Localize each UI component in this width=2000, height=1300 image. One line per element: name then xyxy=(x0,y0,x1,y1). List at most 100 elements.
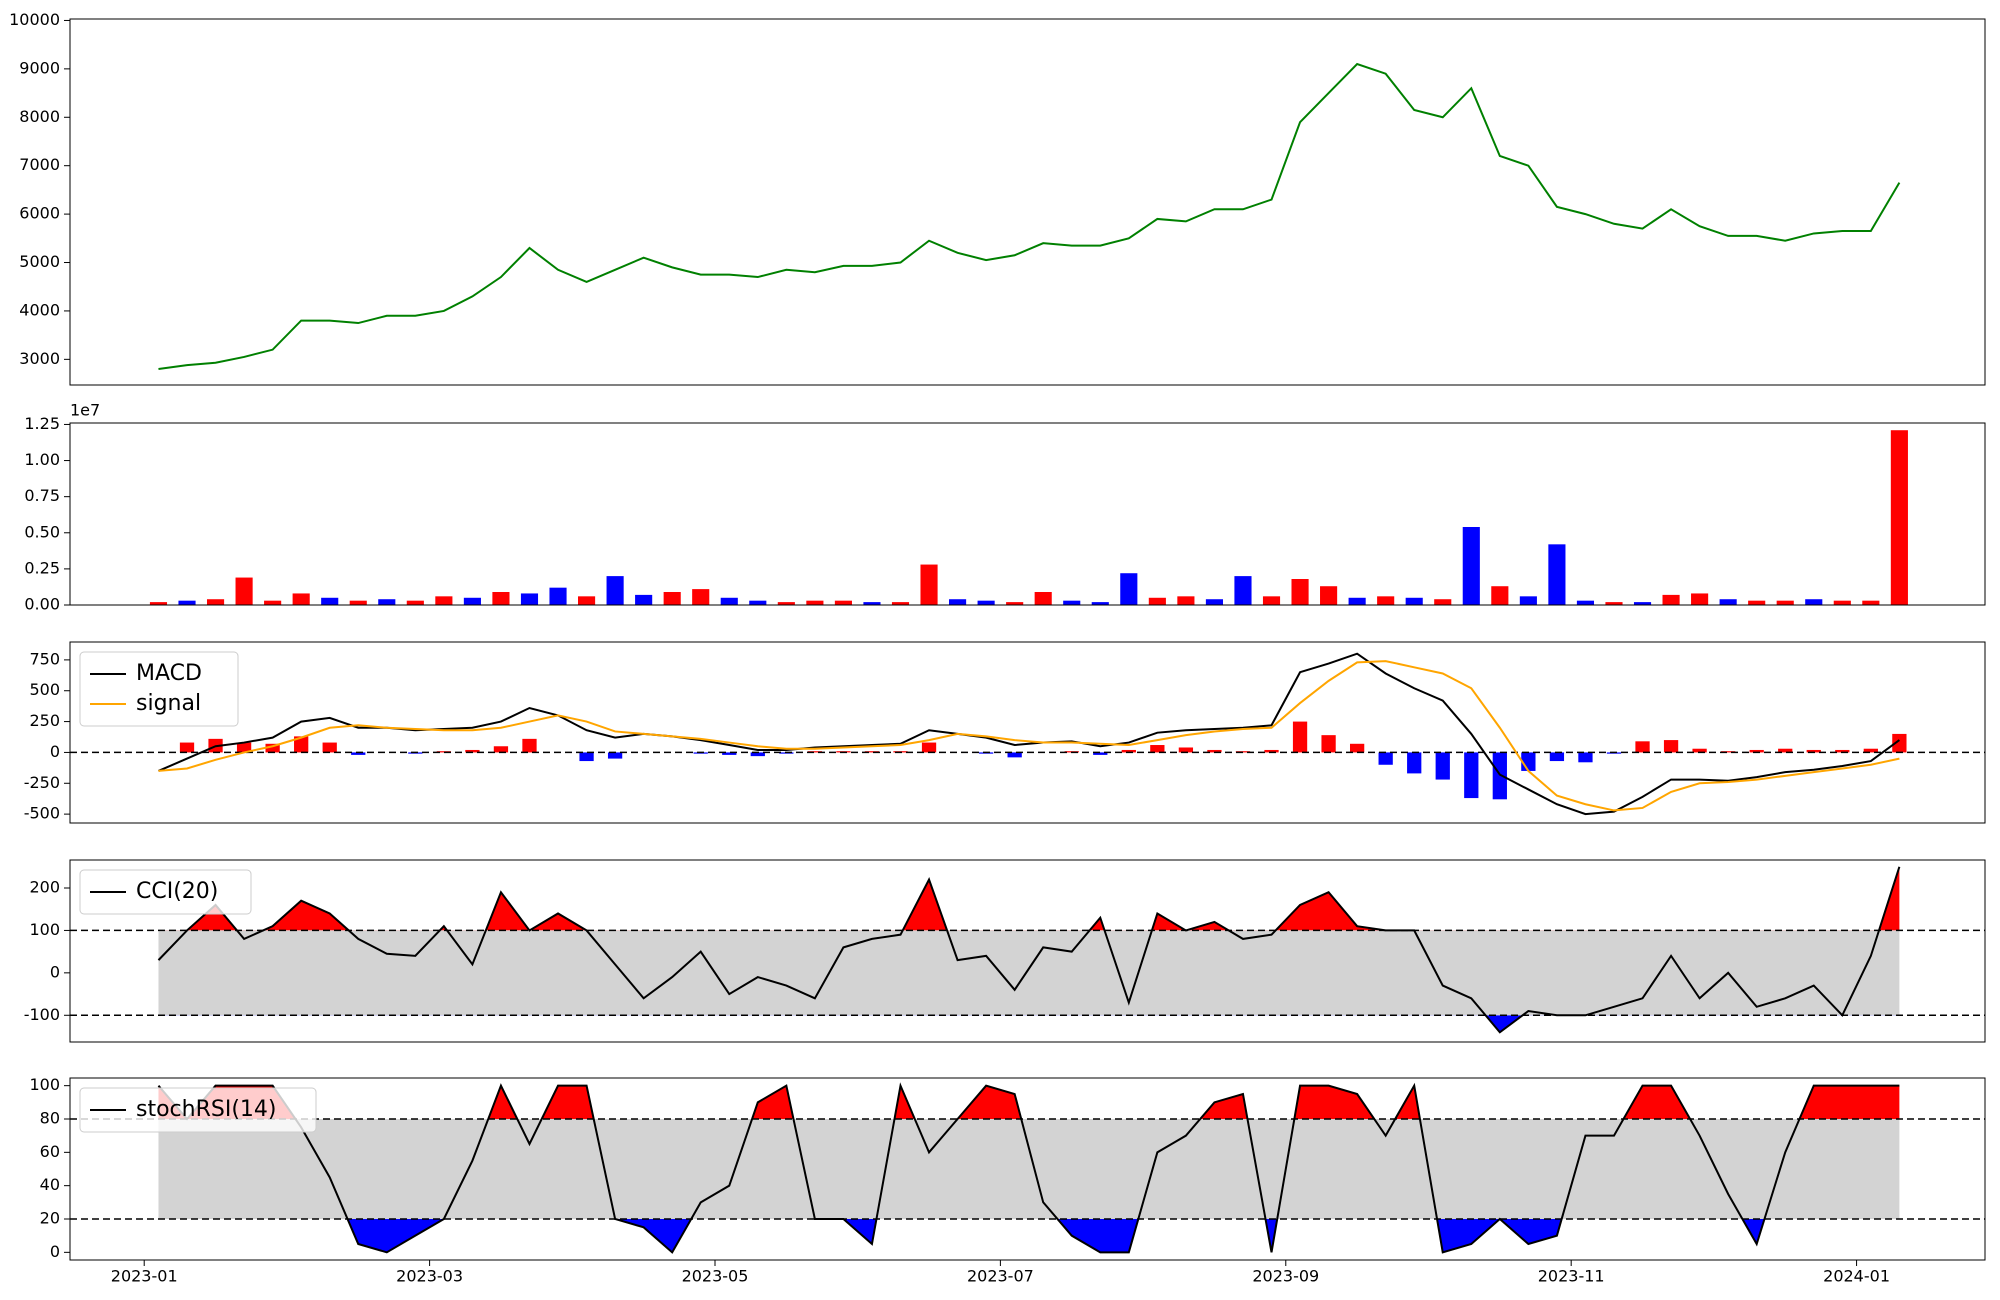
y-tick-label: -250 xyxy=(24,773,60,792)
histogram-bar xyxy=(1492,752,1507,800)
histogram-bar xyxy=(607,752,623,759)
y-tick-label: 6000 xyxy=(19,204,60,223)
volume-bar xyxy=(321,597,339,605)
y-tick-label: 1.25 xyxy=(24,414,60,433)
x-tick-label: 2024-01 xyxy=(1823,1267,1890,1286)
histogram-bar xyxy=(722,752,737,755)
histogram-bar xyxy=(1806,749,1821,753)
volume-bar xyxy=(1091,602,1109,605)
volume-bar xyxy=(1405,597,1423,605)
y-tick-label: 9000 xyxy=(19,58,60,77)
series-line xyxy=(158,660,1900,812)
histogram-bar xyxy=(864,751,880,753)
volume-bar xyxy=(264,600,282,605)
legend-label: MACD xyxy=(136,661,202,686)
volume-bar xyxy=(1320,586,1338,605)
histogram-bar xyxy=(179,742,195,753)
volume-bar xyxy=(1034,592,1052,605)
histogram-bar xyxy=(351,752,366,755)
histogram-bar xyxy=(522,738,537,753)
offset-label: 1e7 xyxy=(70,401,100,420)
x-tick-label: 2023-11 xyxy=(1538,1267,1605,1286)
volume-bar xyxy=(1205,599,1223,605)
volume-bar xyxy=(1633,602,1652,605)
y-tick-label: 0.75 xyxy=(24,486,60,505)
histogram-bar xyxy=(1007,752,1022,758)
volume-bar xyxy=(178,600,196,605)
y-tick-label: 0.00 xyxy=(24,595,60,614)
legend: stochRSI(14) xyxy=(79,1087,317,1133)
volume-bar xyxy=(806,600,824,605)
legend-box xyxy=(79,651,239,727)
histogram-bar xyxy=(1292,721,1308,753)
y-tick-label: 8000 xyxy=(19,107,60,126)
y-tick-label: 200 xyxy=(29,878,60,897)
volume-bar xyxy=(1833,600,1851,605)
volume-bar xyxy=(1519,596,1537,605)
y-tick-label: 10000 xyxy=(9,10,60,29)
below-fill xyxy=(158,1219,1900,1253)
histogram-bar xyxy=(1778,748,1793,753)
histogram-bar xyxy=(1892,733,1907,753)
series-line xyxy=(157,1082,1900,1254)
histogram-bar xyxy=(1378,752,1393,765)
histogram-bar xyxy=(1749,749,1764,753)
volume-bar xyxy=(549,587,567,605)
volume-bar xyxy=(1748,600,1766,605)
y-tick-label: 40 xyxy=(40,1175,60,1194)
volume-bar xyxy=(720,597,738,605)
y-tick-label: 5000 xyxy=(19,252,60,271)
histogram-bar xyxy=(1692,748,1707,753)
histogram-bar xyxy=(750,752,765,757)
volume-bar xyxy=(1006,602,1024,605)
panel-frame xyxy=(69,422,1986,606)
price-line xyxy=(158,62,1901,371)
volume-bar xyxy=(349,600,367,605)
above-fill xyxy=(158,866,1900,931)
volume-bar xyxy=(777,602,795,605)
legend-label: CCI(20) xyxy=(136,879,218,904)
volume-bar xyxy=(406,600,424,605)
histogram-bar xyxy=(236,742,252,753)
y-tick-label: 80 xyxy=(40,1109,60,1128)
histogram-bar xyxy=(579,752,594,762)
volume-bar xyxy=(292,593,310,605)
y-tick-label: 4000 xyxy=(19,300,60,319)
volume-bar xyxy=(863,602,881,605)
volume-bar xyxy=(1234,576,1252,605)
histogram-bar xyxy=(322,742,337,753)
histogram-bar xyxy=(1321,735,1336,753)
y-tick-label: 0 xyxy=(50,1242,60,1261)
volume-bar xyxy=(149,602,168,605)
y-tick-label: 1.00 xyxy=(24,450,60,469)
x-tick-label: 2023-01 xyxy=(111,1267,178,1286)
histogram-bar xyxy=(1150,745,1165,753)
volume-bar xyxy=(1148,597,1166,605)
legend-box xyxy=(79,869,252,915)
y-tick-label: 100 xyxy=(29,1075,60,1094)
y-tick-label: 7000 xyxy=(19,155,60,174)
y-tick-label: 750 xyxy=(29,649,60,668)
histogram-bar xyxy=(1663,740,1679,753)
panel-frame xyxy=(69,18,1986,386)
histogram-bar xyxy=(1407,752,1422,774)
volume-bar xyxy=(749,600,767,605)
histogram-bar xyxy=(1578,752,1593,763)
below-fill xyxy=(1485,1015,1523,1033)
volume-bar xyxy=(235,577,253,605)
panel-frame xyxy=(69,859,1986,1043)
y-tick-label: -100 xyxy=(24,1005,60,1024)
histogram-bar xyxy=(921,742,937,753)
x-tick-label: 2023-03 xyxy=(396,1267,463,1286)
legend-label: stochRSI(14) xyxy=(136,1097,277,1122)
legend-box xyxy=(79,1087,317,1133)
volume-bar xyxy=(1262,596,1281,605)
volume-bar xyxy=(1805,599,1823,605)
volume-bar xyxy=(578,596,596,605)
volume-bar xyxy=(1120,573,1138,605)
volume-bar xyxy=(1662,594,1680,605)
volume-bar xyxy=(920,564,938,605)
volume-bar xyxy=(1491,586,1509,605)
volume-bar xyxy=(834,600,852,605)
